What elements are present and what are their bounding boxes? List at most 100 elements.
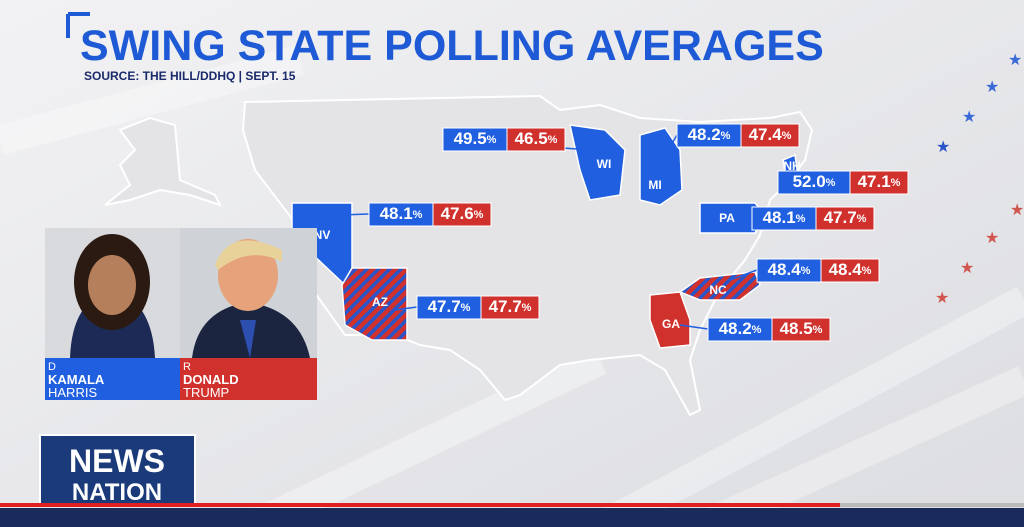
harris-value: 48.1 [763, 208, 796, 227]
trump-pct: 48.5% [780, 319, 823, 338]
trump-box [771, 317, 831, 342]
percent-sign: % [862, 265, 872, 277]
svg-text:★: ★ [1008, 52, 1022, 69]
trump-pct: 47.4% [749, 125, 792, 144]
state-wi [569, 124, 626, 201]
harris-pct: 52.0% [793, 172, 836, 191]
svg-text:★: ★ [960, 260, 974, 277]
trump-pct: 47.6% [441, 204, 484, 223]
harris-value: 47.7 [428, 297, 461, 316]
party: R [183, 361, 191, 373]
trump-box [480, 295, 540, 320]
percent-sign: % [813, 324, 823, 336]
percent-sign: % [474, 209, 484, 221]
leader-line [661, 134, 678, 161]
leader-line [394, 306, 418, 311]
harris-pct: 48.2% [688, 125, 731, 144]
state-abbr: PA [719, 211, 735, 225]
percent-sign: % [826, 177, 836, 189]
trump-pct: 48.4% [829, 260, 872, 279]
trump-pct: 46.5% [515, 129, 558, 148]
logo-line1: NEWS [69, 443, 165, 479]
stars: ★ ★ ★ ★ ★ ★ ★ ★ [935, 52, 1024, 307]
candidate-harris [45, 228, 180, 400]
leader-line [729, 269, 758, 281]
state-abbr: NV [314, 228, 331, 242]
harris-value: 48.1 [380, 204, 413, 223]
trump-value: 47.6 [441, 204, 474, 223]
trump-box [506, 127, 566, 152]
svg-text:★: ★ [936, 139, 950, 156]
svg-text:★: ★ [935, 290, 949, 307]
svg-text:★: ★ [985, 79, 999, 96]
percent-sign: % [752, 324, 762, 336]
trump-value: 48.4 [829, 260, 863, 279]
first-name: KAMALA [48, 372, 105, 387]
harris-pct: 49.5% [454, 129, 497, 148]
trump-pct: 47.7% [824, 208, 867, 227]
progress-rest [840, 503, 1024, 507]
leader-line [679, 324, 709, 330]
harris-value: 48.2 [719, 319, 752, 338]
swing-states [291, 124, 801, 349]
harris-value: 49.5 [454, 129, 487, 148]
bg-stripes [0, 45, 1024, 527]
harris-pct: 47.7% [428, 297, 471, 316]
svg-text:★: ★ [985, 230, 999, 247]
last-name: HARRIS [48, 385, 97, 400]
last-name: TRUMP [183, 385, 229, 400]
percent-sign: % [548, 134, 558, 146]
title-corner [66, 12, 90, 38]
candidate-names: D KAMALA HARRIS R DONALD TRUMP [48, 361, 239, 400]
progress-bar [0, 503, 840, 507]
state-nc [678, 271, 761, 301]
trump-box [820, 258, 880, 283]
percent-sign: % [461, 302, 471, 314]
trump-box [740, 123, 800, 148]
alaska [104, 116, 222, 207]
state-abbr: NH [783, 159, 800, 173]
leader-line [339, 213, 370, 216]
state-abbr: MI [648, 178, 661, 192]
title: SWING STATE POLLING AVERAGES [80, 22, 824, 70]
source: SOURCE: THE HILL/DDHQ | SEPT. 15 [84, 69, 296, 83]
trump-box [849, 170, 909, 195]
trump-pct: 47.7% [489, 297, 532, 316]
percent-sign: % [413, 209, 423, 221]
state-az [341, 267, 408, 341]
percent-sign: % [796, 213, 806, 225]
harris-pct: 48.4% [768, 260, 811, 279]
harris-value: 48.4 [768, 260, 802, 279]
percent-sign: % [891, 177, 901, 189]
svg-text:★: ★ [962, 109, 976, 126]
harris-value: 48.2 [688, 125, 721, 144]
logo: NEWS NATION [39, 434, 196, 506]
trump-box [432, 202, 492, 227]
state-ga [649, 291, 691, 349]
trump-value: 47.7 [489, 297, 522, 316]
logo-line2: NATION [72, 479, 162, 506]
percent-sign: % [522, 302, 532, 314]
harris-pct: 48.1% [380, 204, 423, 223]
candidate-trump [180, 228, 317, 400]
percent-sign: % [721, 130, 731, 142]
trump-value: 46.5 [515, 129, 548, 148]
percent-sign: % [801, 265, 811, 277]
trump-value: 48.5 [780, 319, 813, 338]
harris-pct: 48.1% [763, 208, 806, 227]
state-abbr: NC [709, 283, 727, 297]
trump-pct: 47.1% [858, 172, 901, 191]
ticker [0, 508, 1024, 527]
percent-sign: % [857, 213, 867, 225]
state-abbr: AZ [372, 295, 388, 309]
state-abbr: GA [662, 317, 680, 331]
state-mi [639, 127, 683, 206]
harris-value: 52.0 [793, 172, 826, 191]
trump-value: 47.1 [858, 172, 891, 191]
percent-sign: % [782, 130, 792, 142]
svg-text:★: ★ [1010, 202, 1024, 219]
party: D [48, 361, 56, 373]
trump-value: 47.4 [749, 125, 783, 144]
